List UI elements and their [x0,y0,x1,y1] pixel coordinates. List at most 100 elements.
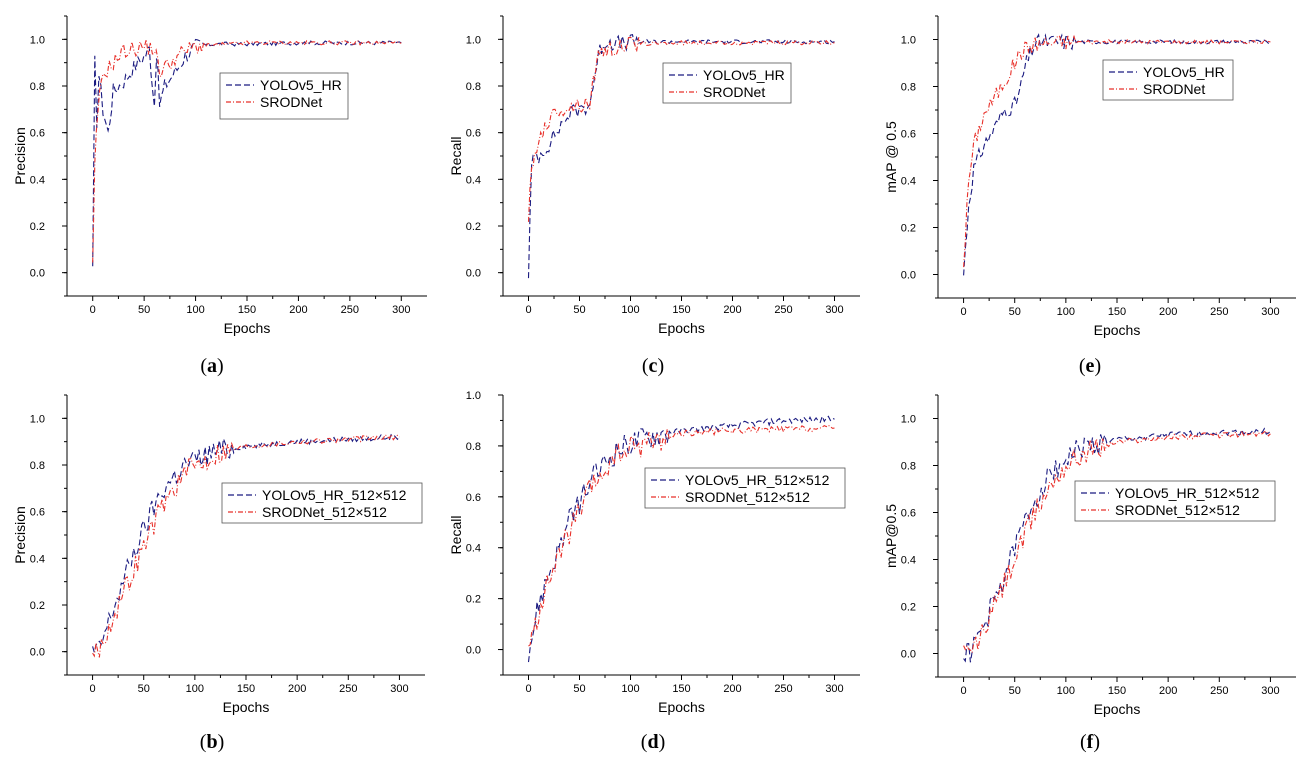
legend-label: SRODNet [260,94,322,110]
y-tick-label: 0.2 [466,221,481,233]
y-tick-label: 1.0 [901,35,916,47]
legend-box [219,72,349,120]
y-tick-label: 0.6 [30,507,45,519]
y-tick-label: 0.4 [466,174,481,186]
y-tick-label: 0.4 [901,555,916,567]
y-tick-label: 0.8 [901,461,916,473]
series-line-yolov5-hr [92,38,402,267]
x-tick-label: 150 [1108,306,1126,318]
panel-label: (e) [1079,355,1101,377]
panel-label-close: ) [659,731,666,753]
panel-label: (d) [641,731,665,753]
panel-label-close: ) [1093,731,1100,753]
y-tick-label: 0.0 [901,649,916,661]
panel-label-letter: c [649,355,658,377]
x-tick-label: 200 [289,304,307,316]
x-axis-title: Epochs [658,320,705,336]
y-axis-title: Recall [448,516,464,555]
x-tick-label: 50 [138,304,150,316]
series-line-srodnet [92,433,400,658]
x-tick-label: 50 [1009,306,1021,318]
series-line-srodnet [963,430,1271,655]
y-tick-label: 0.0 [901,270,916,282]
x-axis-title: Epochs [658,699,705,715]
x-tick-label: 150 [238,304,256,316]
y-tick-label: 0.2 [30,221,45,233]
x-tick-label: 300 [390,683,408,695]
y-tick-label: 0.8 [30,460,45,472]
y-tick-label: 0.6 [466,492,481,504]
x-axis-title: Epochs [223,699,270,715]
panel-label-open: ( [200,355,207,377]
y-tick-label: 0.8 [466,441,481,453]
x-tick-label: 200 [1159,306,1177,318]
y-tick-label: 0.2 [901,602,916,614]
y-tick-label: 0.6 [901,129,916,141]
chart-panel-f: 0.0 0.2 0.4 0.6 0.8 1.0 0 50 100 150 200 250 300 Epoc… [883,394,1296,753]
y-tick-label: 0.2 [30,600,45,612]
x-tick-label: 300 [825,683,843,695]
y-tick-label: 0.4 [30,174,45,186]
x-tick-label: 200 [1159,685,1177,697]
legend-label: SRODNet [1143,81,1205,97]
x-tick-label: 0 [90,683,96,695]
series-line-srodnet [528,424,835,647]
x-tick-label: 50 [573,683,585,695]
legend-box [1074,480,1276,522]
x-tick-label: 250 [774,304,792,316]
y-tick-label: 0.8 [30,81,45,93]
x-tick-label: 200 [723,683,741,695]
x-tick-label: 150 [672,683,690,695]
y-tick-label: 1.0 [466,390,481,402]
series-line-yolov5-hr [92,433,400,655]
series-line-srodnet [963,34,1271,268]
y-tick-label: 0.0 [30,268,45,280]
x-tick-label: 300 [1261,306,1279,318]
x-tick-label: 250 [1210,306,1228,318]
y-tick-label: 0.6 [30,128,45,140]
y-tick-label: 0.2 [466,594,481,606]
y-tick-label: 1.0 [901,414,916,426]
x-tick-label: 0 [525,683,531,695]
y-axis-title: mAP@0.5 [883,504,899,568]
x-tick-label: 150 [1108,685,1126,697]
y-tick-label: 0.4 [30,553,45,565]
y-axis-title: Precision [12,127,28,185]
y-tick-label: 0.4 [901,176,916,188]
y-axis-title: Recall [448,137,464,176]
legend-box [221,482,423,524]
y-tick-label: 0.8 [466,81,481,93]
x-tick-label: 100 [186,683,204,695]
x-tick-label: 50 [1009,685,1021,697]
y-tick-label: 1.0 [30,413,45,425]
y-tick-label: 0.0 [466,645,481,657]
y-axis-title: mAP @ 0.5 [883,121,899,193]
panel-label-letter: a [207,355,217,377]
series-line-yolov5-hr [527,414,835,663]
panel-label-open: ( [641,731,648,753]
x-tick-label: 200 [723,304,741,316]
x-tick-label: 300 [392,304,410,316]
x-tick-label: 100 [1057,306,1075,318]
panel-label: (c) [642,355,664,377]
x-tick-label: 150 [672,304,690,316]
x-axis-title: Epochs [224,320,271,336]
y-tick-label: 0.6 [466,128,481,140]
legend-label: SRODNet_512×512 [262,504,387,520]
legend-box [1102,59,1234,101]
panel-label: (f) [1080,731,1100,753]
panel-label: (a) [200,355,223,377]
x-tick-label: 300 [825,304,843,316]
series-line-srodnet [527,36,835,222]
x-tick-label: 250 [774,683,792,695]
x-tick-label: 100 [186,304,204,316]
y-axis-title: Precision [12,506,28,564]
x-tick-label: 200 [288,683,306,695]
x-tick-label: 0 [961,685,967,697]
panel-label-open: ( [642,355,649,377]
x-tick-label: 0 [90,304,96,316]
